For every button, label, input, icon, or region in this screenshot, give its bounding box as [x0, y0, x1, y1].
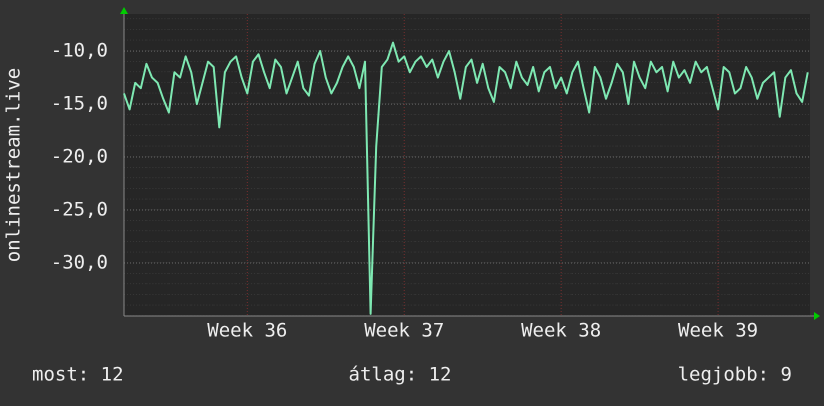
y-tick-label: -30,0	[51, 252, 108, 274]
y-axis-title: onlinestream.live	[3, 68, 25, 262]
x-tick-label: Week 39	[678, 320, 758, 342]
x-tick-label: Week 37	[364, 320, 444, 342]
minor-grid	[124, 14, 810, 316]
y-tick-label: -10,0	[51, 40, 108, 62]
x-arrow	[814, 312, 820, 320]
footer-best: legjobb: 9	[678, 364, 792, 386]
y-arrow	[120, 7, 128, 14]
x-tick-label: Week 36	[207, 320, 287, 342]
footer-average: átlag: 12	[349, 364, 452, 386]
data-line	[123, 41, 809, 315]
footer-current: most: 12	[32, 364, 124, 386]
x-tick-label: Week 38	[521, 320, 601, 342]
y-tick-label: -15,0	[51, 93, 108, 115]
y-tick-label: -20,0	[51, 146, 108, 168]
y-tick-label: -25,0	[51, 199, 108, 221]
